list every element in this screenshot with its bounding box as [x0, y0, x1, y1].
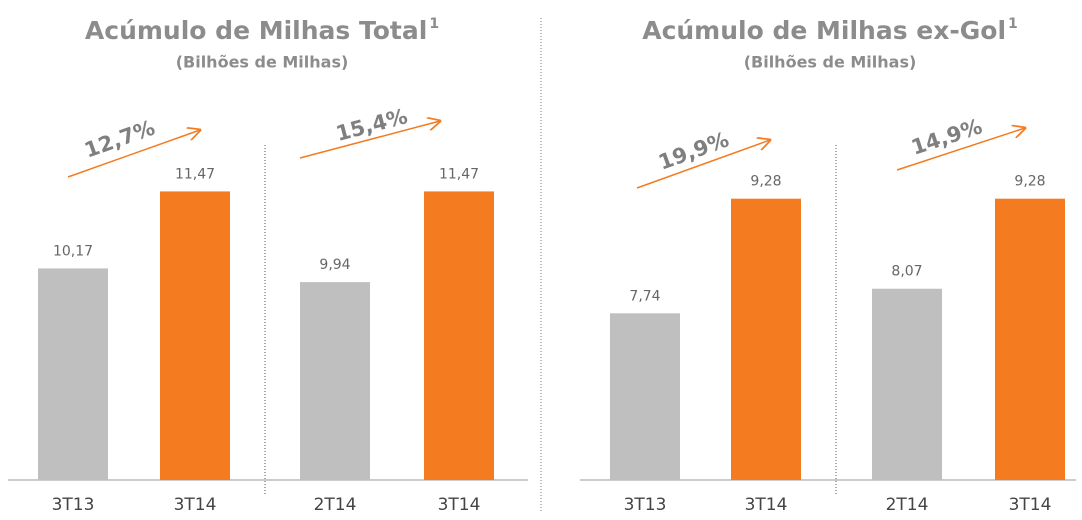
chart-title: Acúmulo de Milhas ex-Gol 1 [642, 16, 1018, 45]
x-tick-label: 3T14 [438, 495, 481, 515]
bar [300, 282, 370, 480]
x-tick-label: 2T14 [314, 495, 357, 515]
chart-title: Acúmulo de Milhas Total 1 [85, 16, 439, 45]
growth-arrow [896, 128, 1025, 171]
value-label: 10,17 [53, 243, 93, 259]
value-label: 9,28 [750, 174, 781, 190]
x-tick-label: 3T13 [52, 495, 95, 515]
x-tick-label: 3T14 [745, 495, 788, 515]
bar [872, 288, 942, 480]
title-note: 1 [1008, 16, 1018, 32]
chart-subtitle: (Bilhões de Milhas) [176, 53, 349, 72]
title-text: Acúmulo de Milhas ex-Gol [642, 16, 1006, 45]
x-tick-label: 3T14 [174, 495, 217, 515]
value-label: 11,47 [439, 166, 479, 182]
chart-subtitle: (Bilhões de Milhas) [744, 53, 917, 72]
value-label: 8,07 [891, 264, 922, 280]
bar [160, 191, 230, 480]
value-label: 9,28 [1014, 174, 1045, 190]
value-label: 11,47 [175, 166, 215, 182]
growth-arrow [299, 121, 440, 159]
x-tick-label: 2T14 [886, 495, 929, 515]
x-tick-label: 3T13 [624, 495, 667, 515]
bar [610, 313, 680, 480]
growth-label: 12,7% [81, 116, 158, 163]
bar [731, 198, 801, 480]
bar [995, 198, 1065, 480]
bar [38, 268, 108, 480]
growth-arrow [67, 130, 200, 178]
title-note: 1 [429, 16, 439, 32]
title-text: Acúmulo de Milhas Total [85, 16, 427, 45]
growth-arrow [636, 140, 770, 189]
value-label: 9,94 [319, 257, 350, 273]
bar [424, 191, 494, 480]
x-tick-label: 3T14 [1009, 495, 1052, 515]
value-label: 7,74 [629, 288, 660, 304]
